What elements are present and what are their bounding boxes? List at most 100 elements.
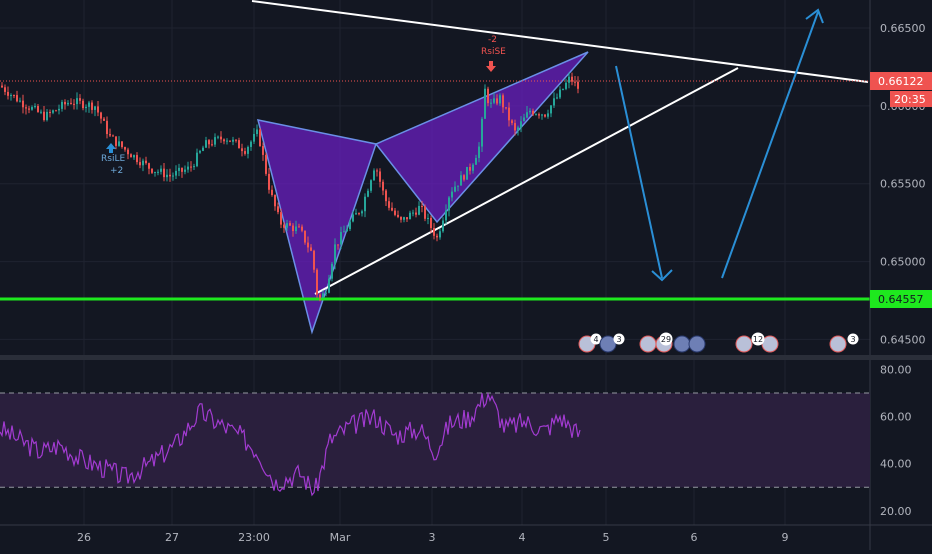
candle-body [349,221,351,230]
candle-body [52,110,54,113]
event-marker-1[interactable]: 4 3 [578,333,625,353]
signal-long: RsiLE +2 [101,143,125,176]
candle-body [274,195,276,207]
projection-arrows [615,8,824,282]
rsi-tick-label: 40.00 [880,458,912,471]
candle-body [325,292,327,294]
candle-body [256,129,258,135]
candle-body [220,136,222,140]
candle-body [484,88,486,119]
candle-body [34,106,36,108]
candle-body [148,163,150,169]
candle-body [391,207,393,211]
candle-body [322,293,324,298]
candle-body [370,180,372,191]
candle-body [10,95,12,97]
candle-body [541,114,543,116]
candle-body [475,157,477,165]
candle-body [493,98,495,103]
candle-body [346,229,348,232]
price-tick-label: 0.64500 [880,333,926,346]
candle-body [184,169,186,172]
candle-body [289,223,291,226]
pane-separator[interactable] [0,355,932,360]
candle-body [46,111,48,121]
candle-body [328,278,330,293]
candle-body [430,217,432,229]
candle-body [532,110,534,115]
candle-body [433,228,435,236]
candle-body [190,166,192,168]
candle-body [424,206,426,219]
candle-body [76,98,78,105]
rsi-line [0,391,581,497]
candle-body [259,129,261,147]
candle-body [514,123,516,131]
candle-body [400,216,402,220]
candle-body [28,108,30,110]
candle-body [313,250,315,270]
event-marker-4[interactable]: 3 [829,333,859,353]
candle-body [364,196,366,212]
down-arrow-head-icon [651,269,673,282]
candle-body [118,141,120,146]
candle-body [79,98,81,101]
candle-body [100,112,102,119]
candle-body [559,89,561,98]
candle-body [343,231,345,233]
event-marker-3[interactable]: 12 [735,332,779,353]
candle-body [316,269,318,295]
candle-body [553,98,555,106]
candle-body [22,100,24,108]
candle-body [502,95,504,108]
candle-body [70,102,72,104]
candle-body [265,154,267,174]
candle-body [295,226,297,232]
rsi-tick-label: 80.00 [880,363,912,376]
signal-long-count: +2 [110,166,123,176]
time-tick-label: 3 [429,531,436,544]
candle-body [436,235,438,238]
candle-body [217,136,219,138]
candle-body [298,226,300,228]
candle-body [235,139,237,141]
candle-body [85,106,87,109]
svg-text:12: 12 [753,335,763,344]
svg-text:4: 4 [593,335,598,344]
time-axis[interactable]: 26 27 23:00 Mar 3 4 5 6 9 [0,524,932,544]
candle-body [577,81,579,89]
candle-body [121,141,123,148]
candle-body [115,136,117,146]
candle-body [358,213,360,215]
candle-body [427,217,429,219]
candle-body [238,140,240,149]
support-price-label: 0.64557 [878,293,924,306]
candle-body [538,114,540,116]
candle-body [487,88,489,104]
candle-body [550,105,552,114]
candle-body [211,144,213,146]
candle-body [82,100,84,109]
candle-body [355,213,357,215]
candle-body [127,149,129,155]
candle-body [106,120,108,135]
candle-body [67,102,69,105]
candle-body [397,214,399,217]
candle-body [205,140,207,148]
candle-body [268,173,270,190]
candle-body [253,134,255,142]
candle-body [43,111,45,121]
candle-body [31,107,33,110]
candle-body [373,170,375,181]
event-markers[interactable]: 4 3 29 12 3 [578,332,859,353]
candle-body [166,174,168,178]
candle-body [250,141,252,147]
event-marker-2[interactable]: 29 [639,332,706,353]
time-tick-label: 5 [603,531,610,544]
candle-body [412,212,414,214]
rsi-panel[interactable]: 80.00 60.00 40.00 20.00 [0,363,912,518]
rsi-axis[interactable]: 80.00 60.00 40.00 20.00 [880,363,912,517]
